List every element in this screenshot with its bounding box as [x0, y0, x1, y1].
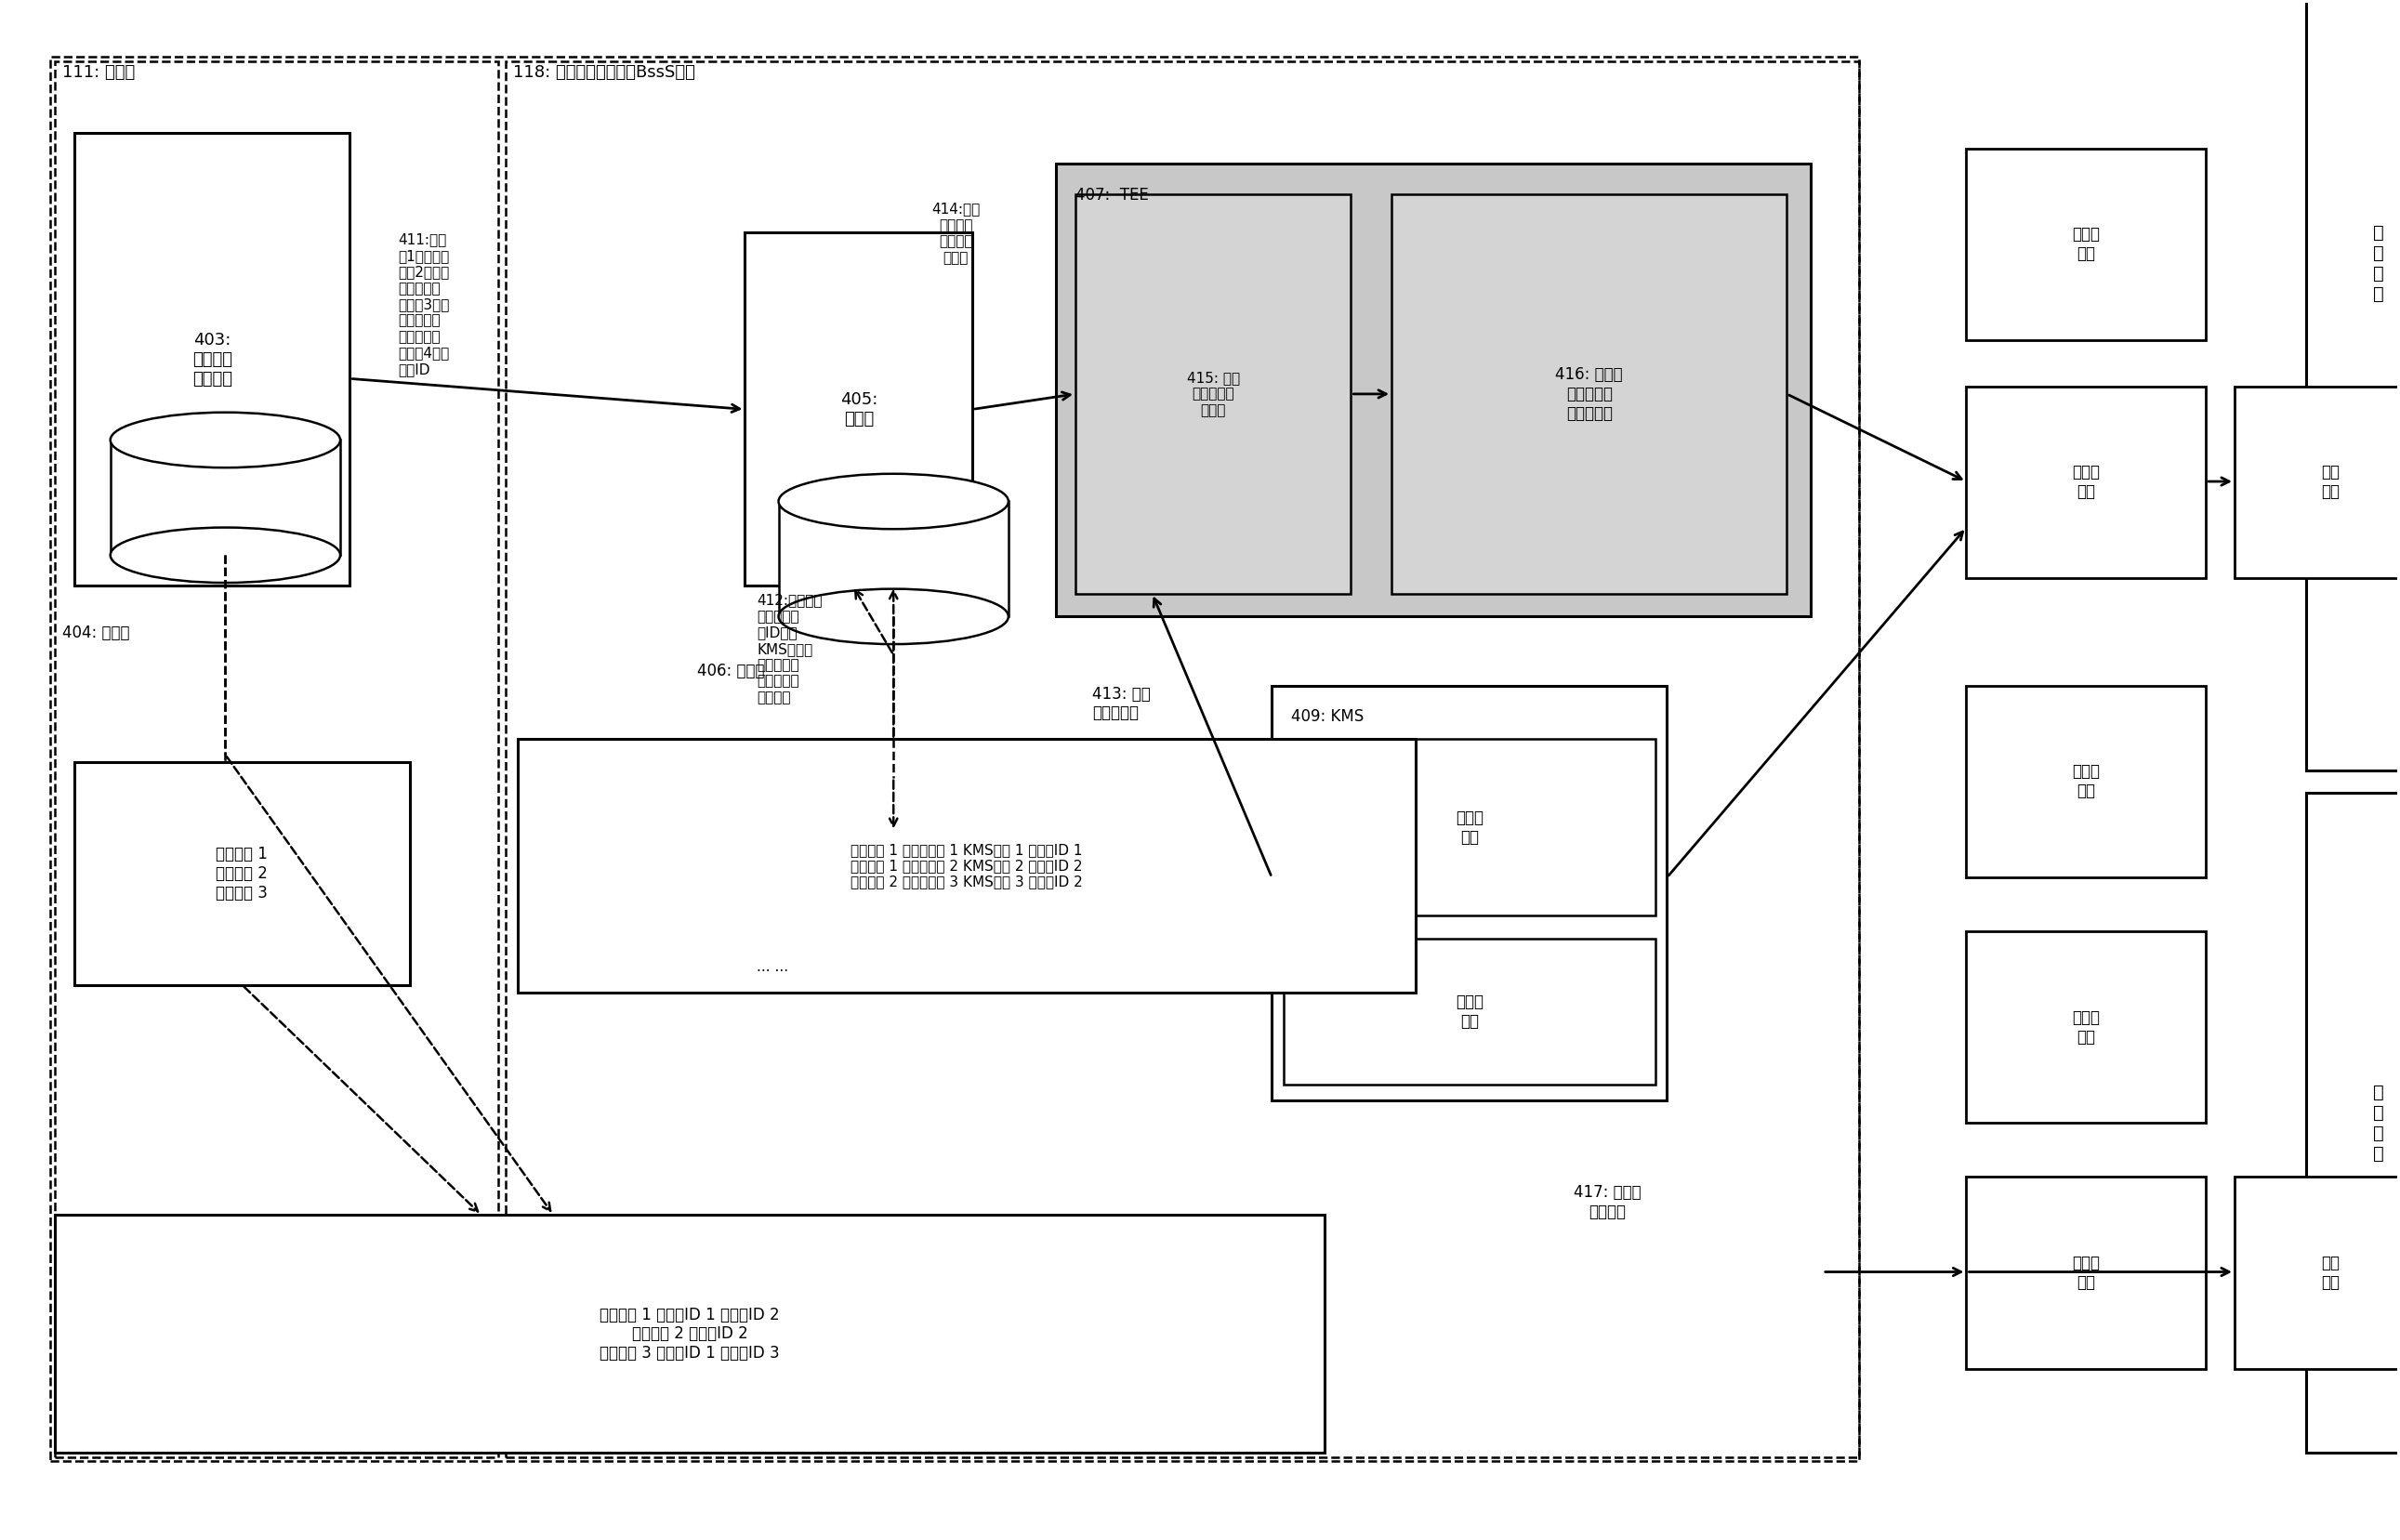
Bar [55, 62, 499, 1457]
Text: 411:发送
（1）本地账
户（2）未签
名的区块链
交易（3）要
在区块链中
更新的数据
以及（4）区
块链ID: 411:发送 （1）本地账 户（2）未签 名的区块链 交易（3）要 在区块链中 … [398, 233, 449, 376]
Text: 414:发送
加密的私
钥和区块
链交易: 414:发送 加密的私 钥和区块 链交易 [931, 202, 979, 265]
Bar [2306, 0, 2400, 770]
Bar [1075, 194, 1351, 593]
Bar [1966, 1177, 2206, 1369]
Text: 412:根据本地
账户和区块
链ID获得
KMS目录以
及区块链地
址以更新区
块链交易: 412:根据本地 账户和区块 链ID获得 KMS目录以 及区块链地 址以更新区 … [756, 593, 823, 704]
Bar [1056, 163, 1810, 616]
Bar [778, 502, 1008, 616]
Bar [2234, 387, 2400, 578]
Text: 区
块
链
二: 区 块 链 二 [2374, 1084, 2383, 1163]
Text: 本地账户 1 区块链ID 1 区块链ID 2
本地账户 2 区块链ID 2
本地账户 3 区块链ID 1 区块链ID 3: 本地账户 1 区块链ID 1 区块链ID 2 本地账户 2 区块链ID 2 本地… [600, 1306, 780, 1361]
Text: 416: 用私钥
对区块链交
易进行签名: 416: 用私钥 对区块链交 易进行签名 [1555, 367, 1622, 422]
Text: 111: 客户端: 111: 客户端 [62, 65, 134, 80]
Bar [50, 57, 1858, 1460]
Ellipse shape [110, 413, 341, 468]
Text: 加密的
私钥: 加密的 私钥 [1454, 810, 1483, 845]
Text: 区块链
地址: 区块链 地址 [2071, 1255, 2100, 1291]
Bar [1966, 387, 2206, 578]
Text: 407:  TEE: 407: TEE [1075, 186, 1150, 203]
Text: 区块链
地址: 区块链 地址 [2071, 226, 2100, 262]
Text: 区块链
地址: 区块链 地址 [2071, 464, 2100, 501]
Text: 区
块
链
一: 区 块 链 一 [2374, 223, 2383, 303]
Bar [1966, 685, 2206, 878]
Bar [1966, 148, 2206, 340]
Ellipse shape [778, 474, 1008, 530]
Ellipse shape [778, 588, 1008, 644]
Bar [55, 1215, 1325, 1454]
Bar [74, 762, 410, 986]
Text: 406: 数据库: 406: 数据库 [696, 662, 766, 679]
Text: 本地账户 1
本地账户 2
本地账户 3: 本地账户 1 本地账户 2 本地账户 3 [216, 845, 269, 901]
Text: ... ...: ... ... [756, 961, 790, 975]
Bar [2234, 1177, 2400, 1369]
Text: 加密的
私钥: 加密的 私钥 [1454, 993, 1483, 1030]
Text: 区块链
地址: 区块链 地址 [2071, 764, 2100, 799]
Bar [74, 132, 350, 585]
Bar [1284, 739, 1656, 916]
Bar [506, 62, 1858, 1457]
Text: 区块链
地址: 区块链 地址 [2071, 1009, 2100, 1046]
Text: 更新
数据: 更新 数据 [2321, 464, 2340, 501]
Bar [110, 440, 341, 554]
Text: 更新
数据: 更新 数据 [2321, 1255, 2340, 1291]
Text: 413: 获得
加密的私钥: 413: 获得 加密的私钥 [1092, 685, 1150, 722]
Bar [1966, 932, 2206, 1123]
Text: 417: 更新区
块链数据: 417: 更新区 块链数据 [1574, 1184, 1642, 1221]
Ellipse shape [110, 528, 341, 582]
Bar [1284, 939, 1656, 1084]
Text: 118: 服务器端（例如，BssS端）: 118: 服务器端（例如，BssS端） [514, 65, 694, 80]
Ellipse shape [778, 588, 1008, 644]
Ellipse shape [110, 528, 341, 582]
Text: 415: 对加
密的私钥进
行解密: 415: 对加 密的私钥进 行解密 [1186, 371, 1241, 417]
Bar [2306, 793, 2400, 1454]
Bar [518, 739, 1416, 993]
Text: 本地账户 1 区块链地址 1 KMS目录 1 区块链ID 1
本地账户 1 区块链地址 2 KMS目录 2 区块链ID 2
本地账户 2 区块链地址 3 KMS: 本地账户 1 区块链地址 1 KMS目录 1 区块链ID 1 本地账户 1 区块… [850, 842, 1082, 889]
Text: 404: 数据库: 404: 数据库 [62, 624, 130, 641]
Text: 403:
用户侧系
统服务器: 403: 用户侧系 统服务器 [192, 331, 233, 387]
Bar [744, 233, 972, 585]
Text: 405:
服务器: 405: 服务器 [840, 391, 878, 427]
Bar [1272, 685, 1668, 1100]
Text: 409: KMS: 409: KMS [1291, 708, 1363, 725]
Bar [1392, 194, 1786, 593]
